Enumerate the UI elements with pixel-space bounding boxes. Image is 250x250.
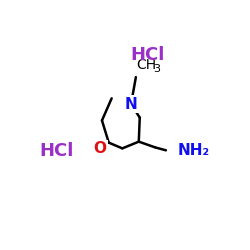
Text: HCl: HCl	[130, 46, 165, 64]
Text: 3: 3	[154, 64, 161, 74]
Text: NH₂: NH₂	[178, 143, 210, 158]
Text: O: O	[94, 141, 106, 156]
Text: HCl: HCl	[39, 142, 74, 160]
Text: N: N	[125, 96, 138, 112]
Text: CH: CH	[136, 58, 156, 72]
